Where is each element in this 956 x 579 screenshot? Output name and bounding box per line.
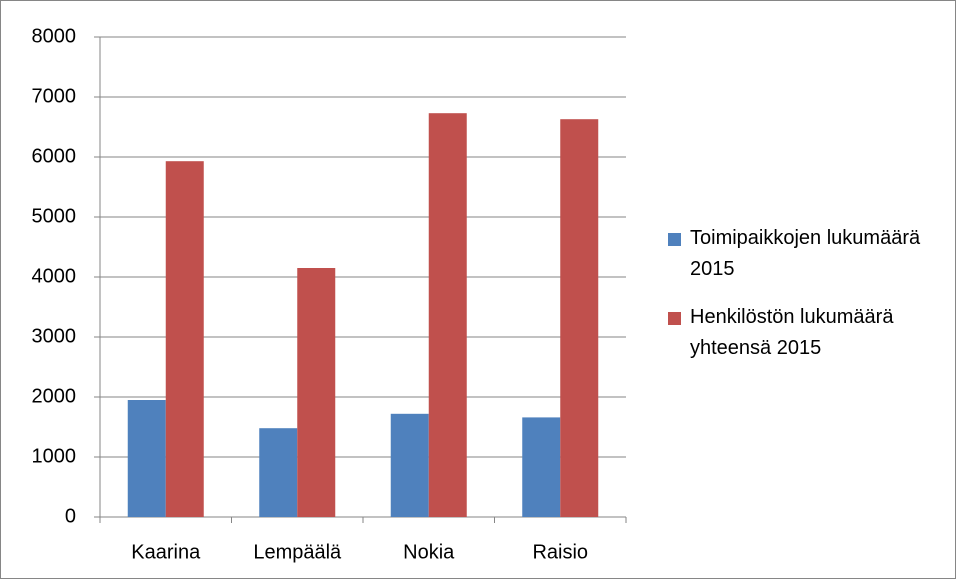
- legend-swatch: [668, 233, 681, 246]
- x-tick-label: Nokia: [403, 541, 455, 563]
- legend-label: Toimipaikkojen lukumäärä 2015: [690, 227, 921, 280]
- bar: [390, 413, 429, 517]
- bar: [522, 417, 561, 517]
- y-tick-label: 0: [65, 505, 76, 527]
- y-tick-label: 6000: [32, 145, 77, 167]
- y-tick-label: 7000: [32, 85, 77, 107]
- y-tick-label: 8000: [32, 25, 77, 47]
- x-tick-label: Kaarina: [131, 541, 201, 563]
- y-tick-label: 1000: [32, 445, 77, 467]
- x-tick-label: Raisio: [532, 541, 588, 563]
- y-tick-label: 5000: [32, 205, 77, 227]
- y-tick-label: 4000: [32, 265, 77, 287]
- bar: [560, 119, 599, 517]
- x-tick-label: Lempäälä: [253, 541, 342, 563]
- y-tick-label: 2000: [32, 385, 77, 407]
- bar: [259, 428, 298, 517]
- legend-label: Henkilöstön lukumäärä yhteensä 2015: [690, 306, 894, 359]
- legend-swatch: [668, 312, 681, 325]
- y-tick-label: 3000: [32, 325, 77, 347]
- bar: [297, 268, 336, 517]
- bar: [165, 161, 204, 517]
- bar: [127, 400, 166, 517]
- bar: [428, 113, 467, 517]
